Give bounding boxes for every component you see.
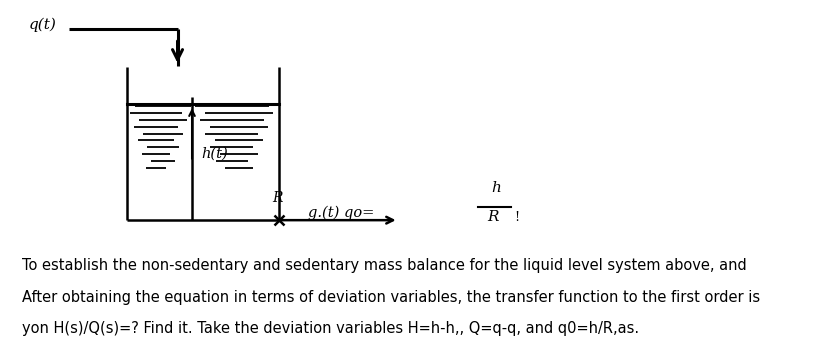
Text: !: ! (514, 211, 519, 224)
Text: h(t): h(t) (201, 146, 228, 160)
Text: To establish the non-sedentary and sedentary mass balance for the liquid level s: To establish the non-sedentary and seden… (22, 259, 746, 273)
Text: yon H(s)/Q(s)=? Find it. Take the deviation variables H=h-h,, Q=q-q, and q0=h/R,: yon H(s)/Q(s)=? Find it. Take the deviat… (22, 321, 639, 336)
Text: g.(t) qo=: g.(t) qo= (308, 206, 374, 220)
Text: R: R (271, 191, 282, 205)
Text: h: h (492, 181, 501, 195)
Text: q(t): q(t) (29, 18, 57, 32)
Text: After obtaining the equation in terms of deviation variables, the transfer funct: After obtaining the equation in terms of… (22, 289, 760, 305)
Text: R: R (487, 210, 498, 224)
